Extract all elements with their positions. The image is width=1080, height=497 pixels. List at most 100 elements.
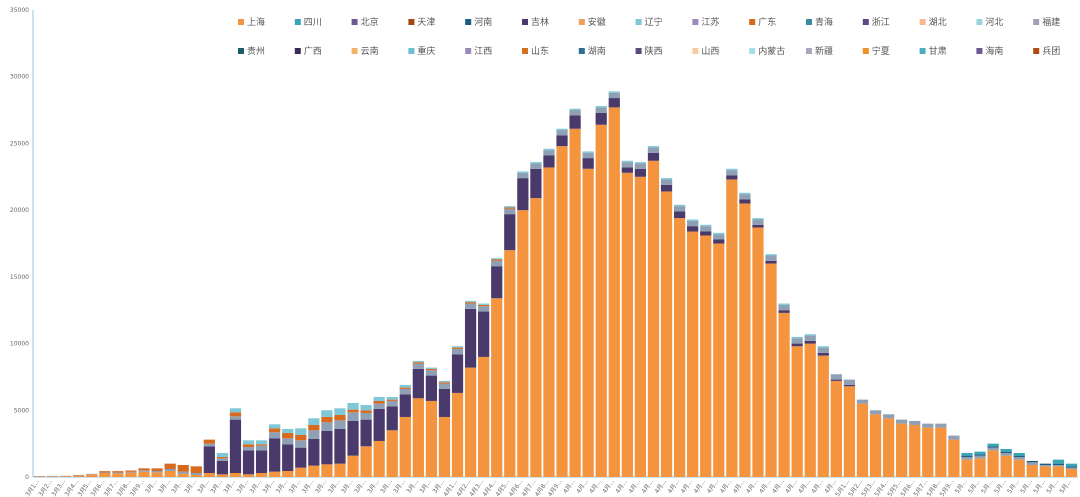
bar-segment	[491, 259, 503, 261]
bar-segment	[634, 162, 647, 164]
legend-label: 宁夏	[872, 45, 890, 57]
bar-segment	[190, 472, 202, 475]
bar-segment	[1026, 464, 1038, 477]
legend-swatch	[976, 48, 983, 54]
bar-segment	[125, 471, 137, 473]
bar-segment	[1065, 467, 1078, 469]
bar-segment	[517, 210, 529, 477]
bar-segment	[739, 203, 751, 477]
bar-segment	[151, 468, 163, 471]
bar-segment	[334, 420, 346, 429]
legend-label: 上海	[247, 16, 265, 28]
legend-label: 广东	[758, 16, 776, 28]
legend-label: 山西	[701, 46, 719, 57]
x-tick-label: 4月...	[745, 478, 760, 495]
bar-segment	[373, 440, 385, 477]
x-tick-label: 5月...	[1006, 478, 1021, 495]
bar-segment	[582, 151, 594, 153]
x-tick-label: 5月...	[1058, 478, 1073, 495]
legend-label: 兵团	[1042, 45, 1060, 57]
bar-segment	[491, 258, 503, 260]
bar-segment	[491, 266, 503, 299]
legend-swatch	[351, 48, 358, 54]
bar-segment	[112, 471, 124, 473]
bar-segment	[229, 412, 242, 417]
bar-segment	[504, 207, 516, 209]
bar-segment	[896, 419, 908, 424]
bar-segment	[987, 443, 999, 447]
bar-segment	[843, 379, 856, 385]
x-tick-label: 4月...	[758, 478, 773, 495]
bar-segment	[425, 400, 438, 477]
bar-segment	[216, 452, 229, 457]
x-tick-label: 3月...	[366, 478, 381, 495]
bar-segment	[647, 152, 660, 161]
x-tick-label: 4月...	[601, 478, 616, 495]
bar-segment	[1026, 460, 1038, 463]
bar-segment	[961, 452, 973, 456]
legend-swatch	[522, 19, 528, 25]
bar-segment	[360, 412, 372, 420]
bar-segment	[451, 354, 464, 393]
bar-segment	[1013, 452, 1025, 456]
bar-segment	[713, 234, 725, 240]
bar-segment	[791, 338, 803, 344]
bar-segment	[125, 470, 137, 472]
x-tick-label: 3月...	[209, 478, 224, 495]
bar-segment	[569, 128, 581, 477]
bar-segment	[517, 172, 529, 179]
bar-segment	[556, 135, 568, 147]
bar-segment	[713, 243, 725, 477]
bar-segment	[386, 400, 398, 407]
legend-label: 四川	[304, 18, 322, 28]
bar-segment	[543, 148, 555, 151]
bar-segment	[1065, 466, 1078, 468]
legend-swatch	[408, 48, 415, 54]
bar-segment	[778, 312, 790, 477]
bar-segment	[229, 472, 242, 477]
bar-segment	[621, 167, 633, 173]
bar-segment	[948, 439, 960, 477]
bar-segment	[569, 115, 581, 129]
legend-swatch	[692, 48, 699, 54]
bar-segment	[190, 474, 202, 477]
bar-segment	[1052, 464, 1065, 467]
bar-segment	[608, 98, 620, 108]
legend-swatch	[294, 48, 301, 54]
bar-segment	[412, 368, 424, 399]
bar-segment	[896, 423, 908, 477]
bar-segment	[726, 175, 738, 180]
bar-segment	[817, 347, 829, 353]
bar-segment	[112, 472, 124, 474]
bar-segment	[295, 434, 307, 441]
bar-segment	[216, 460, 229, 475]
bar-segment	[438, 388, 451, 417]
legend-swatch	[749, 48, 756, 54]
bar-segment	[909, 424, 921, 477]
legend-swatch	[578, 19, 585, 25]
legend-swatch	[1033, 48, 1040, 54]
y-tick-label: 35000	[10, 7, 29, 14]
bar-segment	[451, 392, 464, 477]
bar-segment	[464, 302, 477, 304]
bar-segment	[778, 304, 790, 311]
x-tick-label: 3月...	[249, 478, 264, 495]
bar-segment	[451, 347, 464, 349]
bar-segment	[229, 408, 242, 413]
y-tick-label: 0	[25, 474, 29, 481]
bar-segment	[1052, 466, 1065, 477]
bar-segment	[935, 423, 947, 428]
bar-segment	[961, 455, 973, 457]
bar-segment	[817, 355, 829, 477]
x-tick-label: 4月...	[719, 478, 734, 495]
x-tick-label: 3月...	[379, 478, 394, 495]
bar-segment	[255, 472, 268, 477]
bar-segment	[935, 427, 947, 477]
bar-segment	[791, 343, 803, 347]
bar-segment	[321, 464, 333, 477]
bar-segment	[634, 176, 647, 478]
bar-segment	[282, 438, 294, 445]
legend-label: 江西	[474, 46, 492, 57]
legend-label: 新疆	[815, 45, 833, 57]
bar-segment	[817, 352, 829, 356]
